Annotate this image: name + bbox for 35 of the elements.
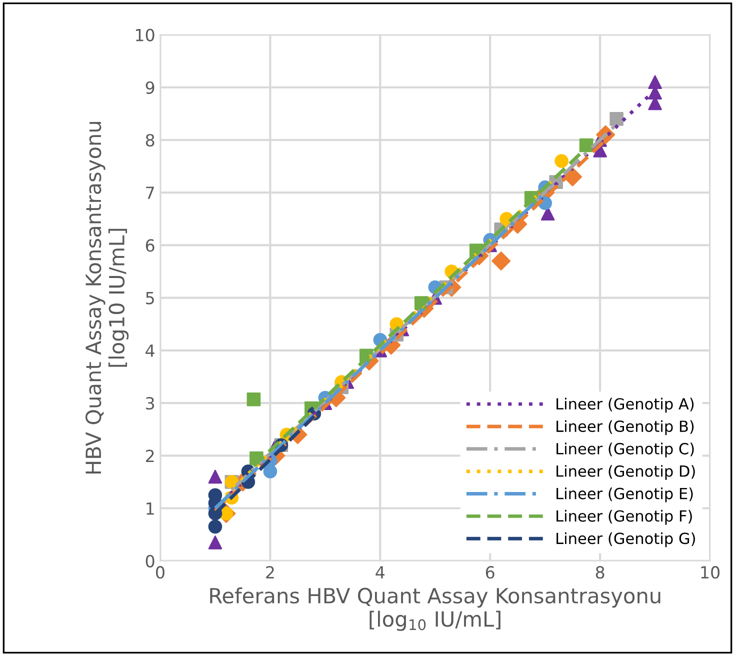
- x-tick-label: 2: [266, 566, 274, 578]
- y-tick-label: 6: [146, 239, 154, 252]
- legend-label: Lineer (Genotip A): [556, 398, 694, 413]
- point: [208, 520, 222, 534]
- legend-label: Lineer (Genotip F): [556, 510, 692, 525]
- point: [208, 470, 222, 484]
- x-axis-title: Referans HBV Quant Assay Konsantrasyonu [log$_{10}$ IU/mL]: [210, 587, 660, 631]
- legend-label: Lineer (Genotip C): [556, 442, 694, 458]
- legend-label: Lineer (Genotip E): [556, 487, 693, 502]
- point: [648, 75, 662, 90]
- legend-label: Lineer (Genotip B): [556, 420, 694, 436]
- y-tick-label: 3: [146, 397, 154, 410]
- point: [554, 154, 568, 168]
- y-tick-label: 8: [146, 134, 154, 147]
- y-tick-label: 2: [146, 450, 154, 462]
- legend-label: Lineer (Genotip G): [556, 532, 695, 548]
- y-tick-label: 4: [146, 344, 154, 357]
- y-tick-label: 1: [146, 502, 154, 515]
- point: [246, 392, 261, 406]
- legend-label: Lineer (Genotip D): [556, 465, 695, 480]
- point: [610, 112, 624, 126]
- x-tick-label: 0: [156, 566, 164, 579]
- point: [540, 206, 555, 221]
- y-tick-label: 5: [146, 292, 154, 304]
- x-tick-label: 4: [376, 566, 385, 578]
- y-tick-label: 0: [146, 554, 154, 568]
- x-tick-label: 8: [596, 566, 604, 579]
- x-tick-label: 6: [486, 566, 494, 579]
- y-tick-label: 7: [146, 186, 154, 199]
- x-tick-label: 10: [701, 566, 720, 579]
- point: [208, 536, 222, 550]
- y-tick-label: 10: [136, 28, 154, 42]
- point: [492, 252, 511, 270]
- y-axis-title: HBV Quant Assay Konsantrasyonu [log10 IU/mL]: [85, 122, 129, 474]
- y-tick-label: 9: [146, 81, 154, 94]
